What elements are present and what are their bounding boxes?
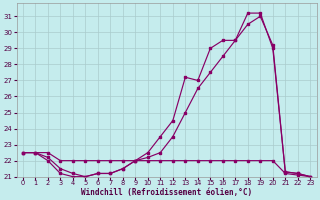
- X-axis label: Windchill (Refroidissement éolien,°C): Windchill (Refroidissement éolien,°C): [81, 188, 252, 197]
